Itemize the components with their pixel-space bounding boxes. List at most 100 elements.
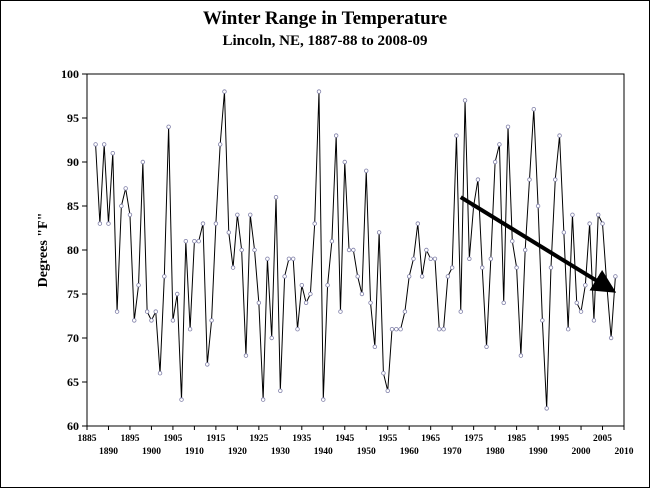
data-point	[260, 397, 266, 402]
data-point	[591, 318, 597, 323]
data-point	[587, 221, 592, 226]
data-point	[402, 309, 408, 314]
data-point	[419, 274, 425, 279]
x-tick-label: 1965	[421, 434, 440, 444]
series-temperature-range	[93, 89, 618, 411]
data-point	[527, 177, 532, 182]
y-tick-label: 60	[67, 419, 79, 433]
data-point	[175, 291, 180, 297]
data-point	[200, 221, 206, 226]
data-point	[394, 327, 399, 332]
data-point	[467, 256, 472, 261]
data-point	[235, 212, 240, 217]
data-point	[243, 353, 249, 358]
x-tick-label: 1910	[185, 447, 204, 457]
data-point	[256, 300, 262, 305]
data-point	[398, 327, 403, 332]
data-point	[432, 256, 438, 261]
data-point	[484, 344, 489, 349]
x-tick-label: 1935	[292, 434, 311, 444]
data-point	[119, 203, 124, 209]
y-tick-label: 75	[67, 287, 79, 301]
data-point	[570, 212, 575, 217]
data-point	[123, 186, 128, 191]
data-point	[157, 371, 163, 376]
data-point	[153, 309, 158, 314]
data-point	[239, 247, 244, 253]
data-point	[381, 371, 386, 376]
data-point	[127, 212, 133, 217]
data-point	[497, 142, 502, 147]
data-point	[407, 274, 412, 279]
x-axis-ticks: 1885 1895 1905 1915 1925 1935 1945 1955 1965 1975…	[78, 426, 634, 457]
data-point	[140, 159, 146, 165]
data-point	[303, 300, 309, 305]
data-point	[458, 309, 463, 314]
data-point	[149, 318, 154, 323]
data-point	[428, 256, 433, 261]
data-point	[544, 406, 549, 411]
data-point	[342, 159, 347, 165]
data-point	[248, 212, 253, 217]
x-tick-label: 1975	[464, 434, 483, 444]
data-point	[179, 397, 184, 402]
data-point	[583, 283, 588, 288]
data-point	[170, 318, 176, 323]
data-point	[600, 221, 605, 226]
x-tick-label: 1905	[163, 434, 182, 444]
data-point	[510, 238, 515, 244]
data-point	[187, 327, 193, 332]
data-point	[192, 238, 197, 244]
data-point	[351, 247, 356, 253]
chart-title: Winter Range in Temperature	[202, 8, 448, 29]
x-tick-label: 1955	[378, 434, 397, 444]
data-point	[389, 327, 395, 332]
data-point	[101, 142, 107, 147]
data-point	[282, 274, 287, 279]
data-point	[222, 89, 227, 94]
data-point	[411, 256, 416, 261]
data-point	[183, 238, 189, 244]
data-point	[265, 256, 270, 261]
data-point	[333, 133, 339, 138]
data-point	[475, 177, 481, 182]
data-point	[501, 300, 506, 305]
y-tick-label: 95	[67, 111, 79, 125]
data-point	[110, 150, 115, 156]
data-point	[522, 247, 528, 253]
y-tick-label: 80	[67, 243, 79, 257]
data-point	[364, 168, 369, 173]
data-point	[424, 247, 429, 253]
x-tick-label: 1895	[120, 434, 139, 444]
data-point	[514, 265, 519, 270]
data-point	[445, 274, 451, 279]
data-point	[608, 335, 614, 341]
x-tick-label: 1960	[400, 447, 419, 457]
data-point	[415, 221, 420, 226]
y-tick-label: 100	[61, 67, 79, 81]
data-point	[166, 124, 171, 129]
x-tick-label: 1915	[206, 434, 225, 444]
data-point	[106, 221, 111, 226]
data-point	[488, 256, 494, 261]
data-point	[557, 133, 562, 138]
data-point	[449, 265, 455, 270]
data-point	[230, 265, 236, 270]
y-tick-label: 90	[67, 155, 79, 169]
data-point	[372, 344, 378, 349]
data-point	[308, 291, 313, 297]
data-point	[578, 309, 584, 314]
x-tick-label: 1945	[335, 434, 354, 444]
y-tick-label: 85	[67, 199, 79, 213]
data-point	[325, 283, 330, 288]
data-point	[437, 327, 442, 332]
data-point	[441, 327, 446, 332]
x-tick-label: 1950	[357, 447, 376, 457]
data-point	[561, 230, 567, 235]
x-tick-label: 1900	[142, 447, 161, 457]
data-point	[368, 300, 373, 305]
x-tick-label: 2005	[593, 434, 612, 444]
data-point	[114, 309, 120, 314]
data-point	[338, 309, 343, 314]
